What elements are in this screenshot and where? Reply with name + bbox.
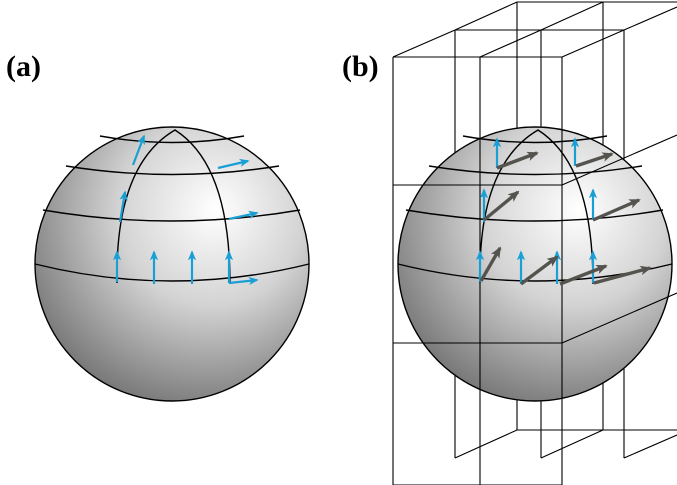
latitude-line-a-2 [65, 165, 280, 176]
panel-b: (b) [342, 1, 677, 485]
grid-edge [561, 292, 677, 344]
arrow-icon [479, 246, 502, 282]
arrow-icon [575, 152, 614, 168]
arrow-icon [131, 134, 146, 166]
grid-edge [623, 434, 677, 459]
arrow-icon [217, 158, 250, 170]
equator-a [34, 263, 310, 282]
latitude-line-a-1 [42, 209, 301, 222]
arrow-icon [482, 190, 520, 222]
displaced-vectors-b [479, 151, 652, 286]
grid-edge [392, 29, 456, 58]
arrow-icon [228, 210, 259, 221]
grid-front-b [392, 29, 677, 485]
arrow-icon [118, 190, 128, 223]
grid-edge [540, 1, 604, 31]
arrow-icon [593, 265, 652, 285]
grid-edge [454, 429, 518, 459]
panel-a: (a) [6, 50, 310, 402]
panel-a-label: (a) [6, 50, 41, 83]
grid-edge [479, 29, 542, 58]
grid-edge [454, 1, 518, 31]
arrow-icon [559, 264, 608, 286]
latitude-lines-a [34, 135, 310, 282]
arrow-icon [496, 151, 539, 170]
grid-edge [623, 6, 677, 31]
panel-b-label: (b) [342, 50, 379, 83]
latitude-line-b-1 [405, 209, 664, 222]
latitude-line-a-3 [99, 135, 245, 144]
grid-edge [540, 429, 604, 459]
arrow-icon [228, 276, 259, 285]
latitude-line-b-2 [428, 165, 643, 176]
arrow-icon [519, 255, 559, 286]
grid-edge [561, 134, 677, 186]
tangent-vectors-b [475, 137, 598, 284]
tangent-vectors-a [112, 134, 259, 285]
arrow-icon [592, 198, 641, 222]
grid-edge [561, 29, 625, 58]
